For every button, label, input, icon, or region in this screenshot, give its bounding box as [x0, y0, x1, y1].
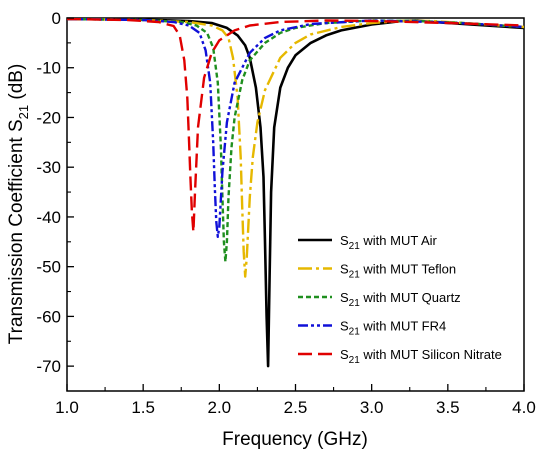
y-tick-label: -20 [36, 108, 61, 127]
series-line-1 [67, 18, 524, 368]
x-tick-label: 2.5 [284, 398, 308, 417]
y-tick-label: -30 [36, 158, 61, 177]
legend-sub: 21 [349, 327, 361, 338]
legend-label-5: S21 with MUT Silicon Nitrate [340, 347, 502, 366]
y-tick-label: -10 [36, 59, 61, 78]
x-axis: 1.0 1.5 2.0 2.5 3.0 3.5 4.0 [55, 384, 536, 417]
x-tick-label: 4.0 [512, 398, 536, 417]
legend-prefix: S [340, 290, 349, 305]
legend-label-4: S21 with MUT FR4 [340, 319, 446, 338]
legend-sub: 21 [349, 298, 361, 309]
y-tick-label: 0 [52, 9, 61, 28]
legend-label-2: S21 with MUT Teflon [340, 262, 456, 281]
y-axis-label-sub: 21 [16, 105, 31, 119]
legend-name: with MUT Silicon Nitrate [360, 347, 502, 362]
y-tick-label: -40 [36, 208, 61, 227]
legend-name: with MUT Teflon [360, 262, 456, 277]
series-line-5 [67, 18, 524, 234]
x-tick-label: 3.0 [360, 398, 384, 417]
x-tick-label: 1.0 [55, 398, 79, 417]
legend-name: with MUT FR4 [360, 319, 446, 334]
y-axis-label: Transmission Coefficient S21 (dB) [6, 64, 31, 345]
series-line-4 [67, 18, 524, 239]
legend-sub: 21 [349, 355, 361, 366]
legend-prefix: S [340, 347, 349, 362]
series-layer [67, 18, 524, 368]
x-tick-label: 2.0 [208, 398, 232, 417]
x-axis-label: Frequency (GHz) [222, 429, 368, 450]
x-tick-label: 3.5 [436, 398, 460, 417]
legend-prefix: S [340, 319, 349, 334]
y-tick-label: -60 [36, 307, 61, 326]
legend-sub: 21 [349, 241, 361, 252]
legend-label-3: S21 with MUT Quartz [340, 290, 461, 309]
legend-prefix: S [340, 262, 349, 277]
plot-frame [66, 17, 525, 392]
y-axis-label-main: Transmission Coefficient S [6, 119, 27, 344]
legend-prefix: S [340, 233, 349, 248]
x-tick-label: 1.5 [131, 398, 155, 417]
legend-name: with MUT Air [360, 233, 438, 248]
legend-name: with MUT Quartz [360, 290, 461, 305]
y-tick-label: -70 [36, 357, 61, 376]
y-tick-label: -50 [36, 258, 61, 277]
legend-label-1: S21 with MUT Air [340, 233, 438, 252]
legend-sub: 21 [349, 270, 361, 281]
y-axis: 0 -10 -20 -30 -40 -50 -60 -70 [36, 9, 74, 376]
y-axis-label-unit: (dB) [6, 64, 27, 105]
